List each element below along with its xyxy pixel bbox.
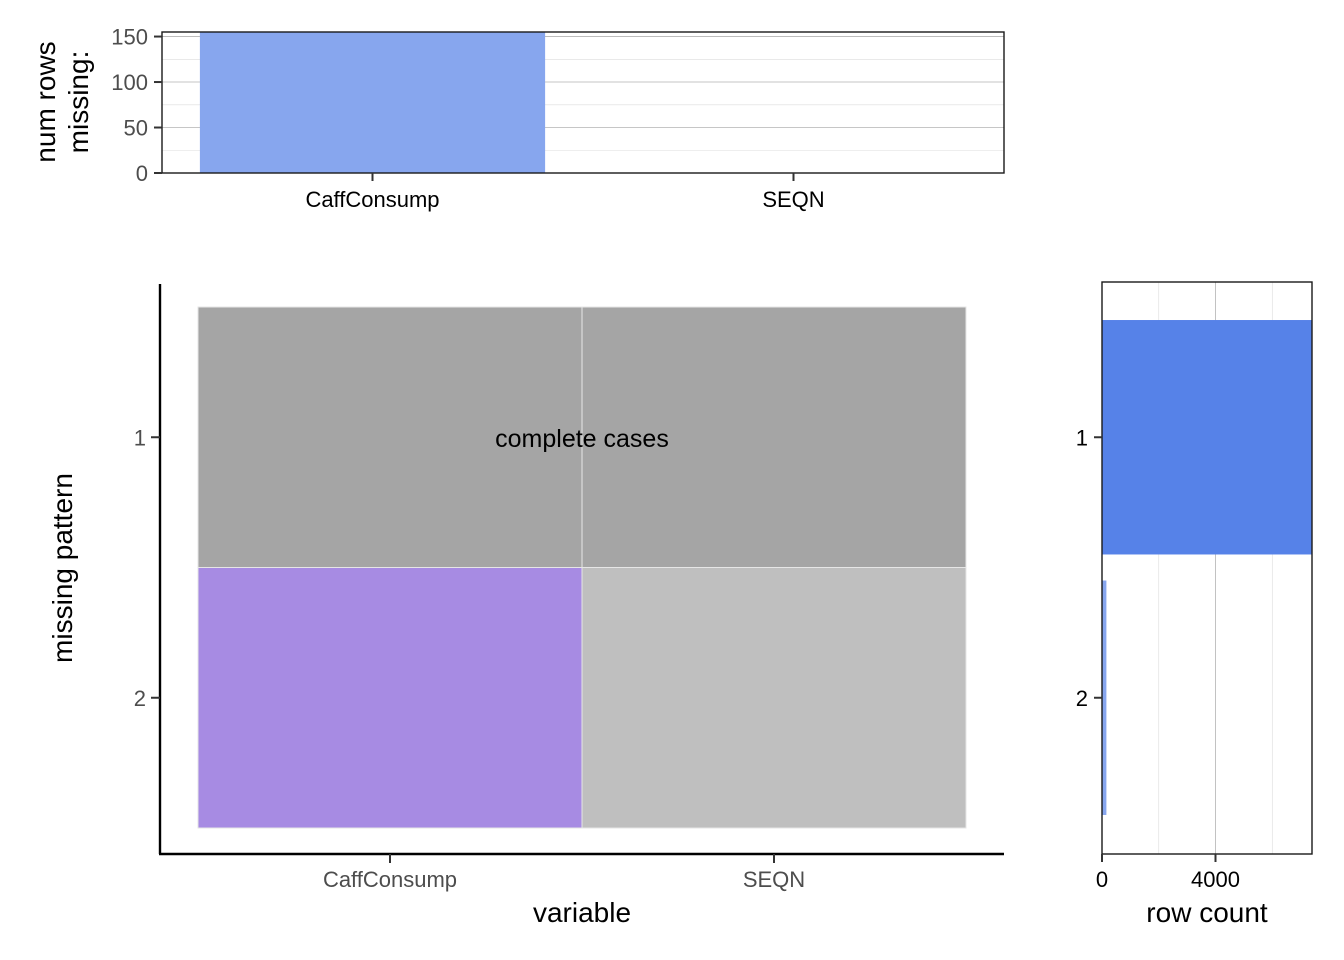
main-x-ticks: CaffConsump SEQN <box>323 854 805 892</box>
top-panel-frame <box>161 31 1005 174</box>
right-bars <box>1102 320 1312 815</box>
top-x-tick-label: SEQN <box>762 187 824 212</box>
main-xlabel: variable <box>533 897 631 928</box>
right-xlabel: row count <box>1146 897 1268 928</box>
right-bar-panel: 12 0 4000 row count <box>1076 281 1313 928</box>
heatmap-cell <box>197 306 583 568</box>
top-y-tick-label: 0 <box>136 161 148 186</box>
top-ylabel-line-2: missing: <box>63 51 94 154</box>
right-y-tick-label: 1 <box>1076 425 1088 450</box>
main-y-ticks: 12 <box>134 425 160 711</box>
right-bar <box>1102 580 1107 815</box>
top-y-tick-label: 50 <box>124 116 148 141</box>
right-x-tick-label: 0 <box>1096 867 1108 892</box>
heatmap-cell <box>581 567 967 829</box>
main-ylabel: missing pattern <box>47 473 78 663</box>
top-y-ticks: 0 50 100 150 <box>111 25 162 186</box>
top-y-tick-label: 100 <box>111 70 148 95</box>
heatmap-cells <box>197 306 967 829</box>
right-panel-frame <box>1101 281 1313 855</box>
complete-cases-annotation: complete cases <box>495 425 669 453</box>
top-bars <box>199 32 546 173</box>
main-y-tick-label: 2 <box>134 686 146 711</box>
main-heatmap-panel: 12 CaffConsump SEQN variable missing patt… <box>47 284 1004 928</box>
top-x-ticks: CaffConsump SEQN <box>305 173 825 212</box>
top-x-tick-label: CaffConsump <box>305 187 439 212</box>
right-x-ticks: 0 4000 <box>1096 854 1240 892</box>
top-y-tick-label: 150 <box>111 25 148 50</box>
right-x-tick-label: 4000 <box>1191 867 1240 892</box>
main-y-tick-label: 1 <box>134 425 146 450</box>
right-bar <box>1102 320 1312 555</box>
top-ylabel-line-1: num rows <box>30 41 61 162</box>
main-x-tick-label: SEQN <box>743 867 805 892</box>
heatmap-cell <box>197 567 583 829</box>
top-bar <box>199 32 546 173</box>
main-x-tick-label: CaffConsump <box>323 867 457 892</box>
top-bar-panel: 0 50 100 150 CaffConsump SEQN num rows missi… <box>30 25 1005 212</box>
right-y-ticks: 12 <box>1076 425 1102 711</box>
right-y-tick-label: 2 <box>1076 686 1088 711</box>
